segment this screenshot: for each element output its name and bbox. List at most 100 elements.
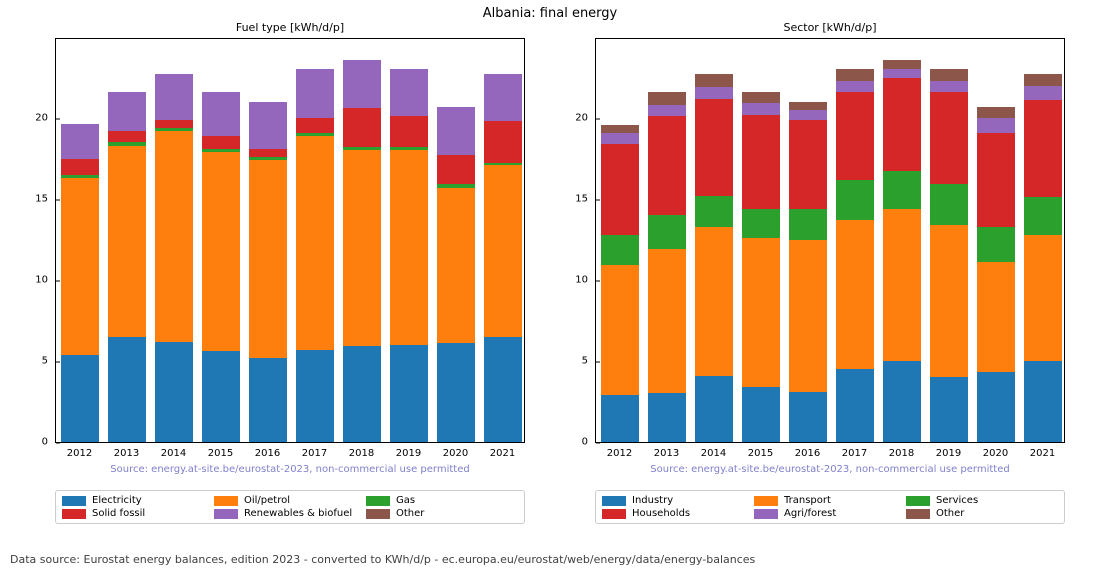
bar-segment — [249, 157, 287, 160]
legend-item: Electricity — [62, 495, 214, 506]
bar-segment — [648, 116, 686, 215]
y-tick: 5 — [548, 356, 596, 367]
legend-swatch — [62, 509, 86, 519]
y-tick: 0 — [8, 437, 56, 448]
legend-swatch — [906, 496, 930, 506]
bar-segment — [437, 188, 475, 344]
bar-segment — [108, 131, 146, 142]
bar-segment — [836, 220, 874, 369]
legend-label: Renewables & biofuel — [244, 508, 352, 519]
bar-segment — [390, 345, 428, 442]
bar-segment — [695, 376, 733, 442]
bar-segment — [648, 249, 686, 393]
y-tick: 20 — [8, 113, 56, 124]
bar-segment — [883, 60, 921, 70]
legend-item: Gas — [366, 495, 518, 506]
bar-segment — [390, 69, 428, 116]
legend-item: Oil/petrol — [214, 495, 366, 506]
bar-segment — [977, 372, 1015, 442]
bar-segment — [202, 149, 240, 152]
bar-segment — [155, 128, 193, 131]
bar-segment — [484, 121, 522, 163]
bar-segment — [789, 110, 827, 120]
bar-segment — [155, 74, 193, 119]
bar-segment — [437, 184, 475, 187]
x-tick: 2017 — [835, 442, 875, 459]
x-tick: 2014 — [694, 442, 734, 459]
bar-segment — [930, 69, 968, 80]
chart-suptitle: Albania: final energy — [0, 6, 1100, 21]
fuel-type-source: Source: energy.at-site.be/eurostat-2023,… — [56, 464, 524, 475]
x-tick: 2013 — [647, 442, 687, 459]
x-tick: 2020 — [976, 442, 1016, 459]
fuel-type-title: Fuel type [kWh/d/p] — [56, 21, 524, 34]
bar-segment — [61, 124, 99, 158]
bar-segment — [61, 175, 99, 178]
legend-label: Services — [936, 495, 978, 506]
bar-segment — [484, 74, 522, 121]
bar-segment — [296, 350, 334, 442]
bar-segment — [249, 160, 287, 358]
legend-swatch — [366, 509, 390, 519]
bar-segment — [601, 133, 639, 144]
bar-segment — [484, 163, 522, 165]
bar-segment — [930, 377, 968, 442]
bar-segment — [789, 120, 827, 209]
bar-segment — [836, 369, 874, 442]
x-tick: 2012 — [60, 442, 100, 459]
bar-segment — [484, 165, 522, 337]
legend-swatch — [754, 496, 778, 506]
bar-segment — [155, 342, 193, 442]
bar-segment — [155, 131, 193, 342]
bar-segment — [742, 92, 780, 103]
legend-swatch — [602, 509, 626, 519]
legend-item: Solid fossil — [62, 508, 214, 519]
bar-segment — [1024, 100, 1062, 197]
legend-label: Oil/petrol — [244, 495, 290, 506]
bar-segment — [977, 227, 1015, 263]
bar-segment — [742, 209, 780, 238]
bar-segment — [930, 81, 968, 92]
legend-label: Transport — [784, 495, 831, 506]
legend-label: Solid fossil — [92, 508, 145, 519]
bar-segment — [695, 196, 733, 227]
bar-segment — [108, 92, 146, 131]
bar-segment — [789, 102, 827, 110]
legend-swatch — [214, 496, 238, 506]
bar-segment — [155, 120, 193, 128]
bar-segment — [695, 87, 733, 98]
legend-item: Other — [906, 508, 1058, 519]
bar-segment — [977, 107, 1015, 118]
x-tick: 2015 — [741, 442, 781, 459]
bar-segment — [108, 337, 146, 442]
legend-item: Other — [366, 508, 518, 519]
x-tick: 2021 — [483, 442, 523, 459]
x-tick: 2019 — [929, 442, 969, 459]
x-tick: 2016 — [788, 442, 828, 459]
bar-segment — [343, 346, 381, 442]
bar-segment — [742, 387, 780, 442]
bar-segment — [695, 99, 733, 196]
bar-segment — [742, 238, 780, 387]
bar-segment — [249, 358, 287, 442]
bar-segment — [601, 125, 639, 133]
legend-swatch — [906, 509, 930, 519]
bar-segment — [601, 235, 639, 266]
bar-segment — [343, 150, 381, 346]
x-tick: 2015 — [201, 442, 241, 459]
bar-segment — [883, 78, 921, 172]
legend-label: Agri/forest — [784, 508, 836, 519]
bar-segment — [1024, 86, 1062, 101]
legend-swatch — [602, 496, 626, 506]
legend-item: Agri/forest — [754, 508, 906, 519]
legend-item: Industry — [602, 495, 754, 506]
legend-item: Transport — [754, 495, 906, 506]
bar-segment — [437, 343, 475, 442]
bar-segment — [61, 178, 99, 355]
x-tick: 2019 — [389, 442, 429, 459]
bar-segment — [601, 265, 639, 395]
bar-segment — [296, 136, 334, 350]
legend-item: Renewables & biofuel — [214, 508, 366, 519]
bar-segment — [61, 159, 99, 175]
x-tick: 2013 — [107, 442, 147, 459]
